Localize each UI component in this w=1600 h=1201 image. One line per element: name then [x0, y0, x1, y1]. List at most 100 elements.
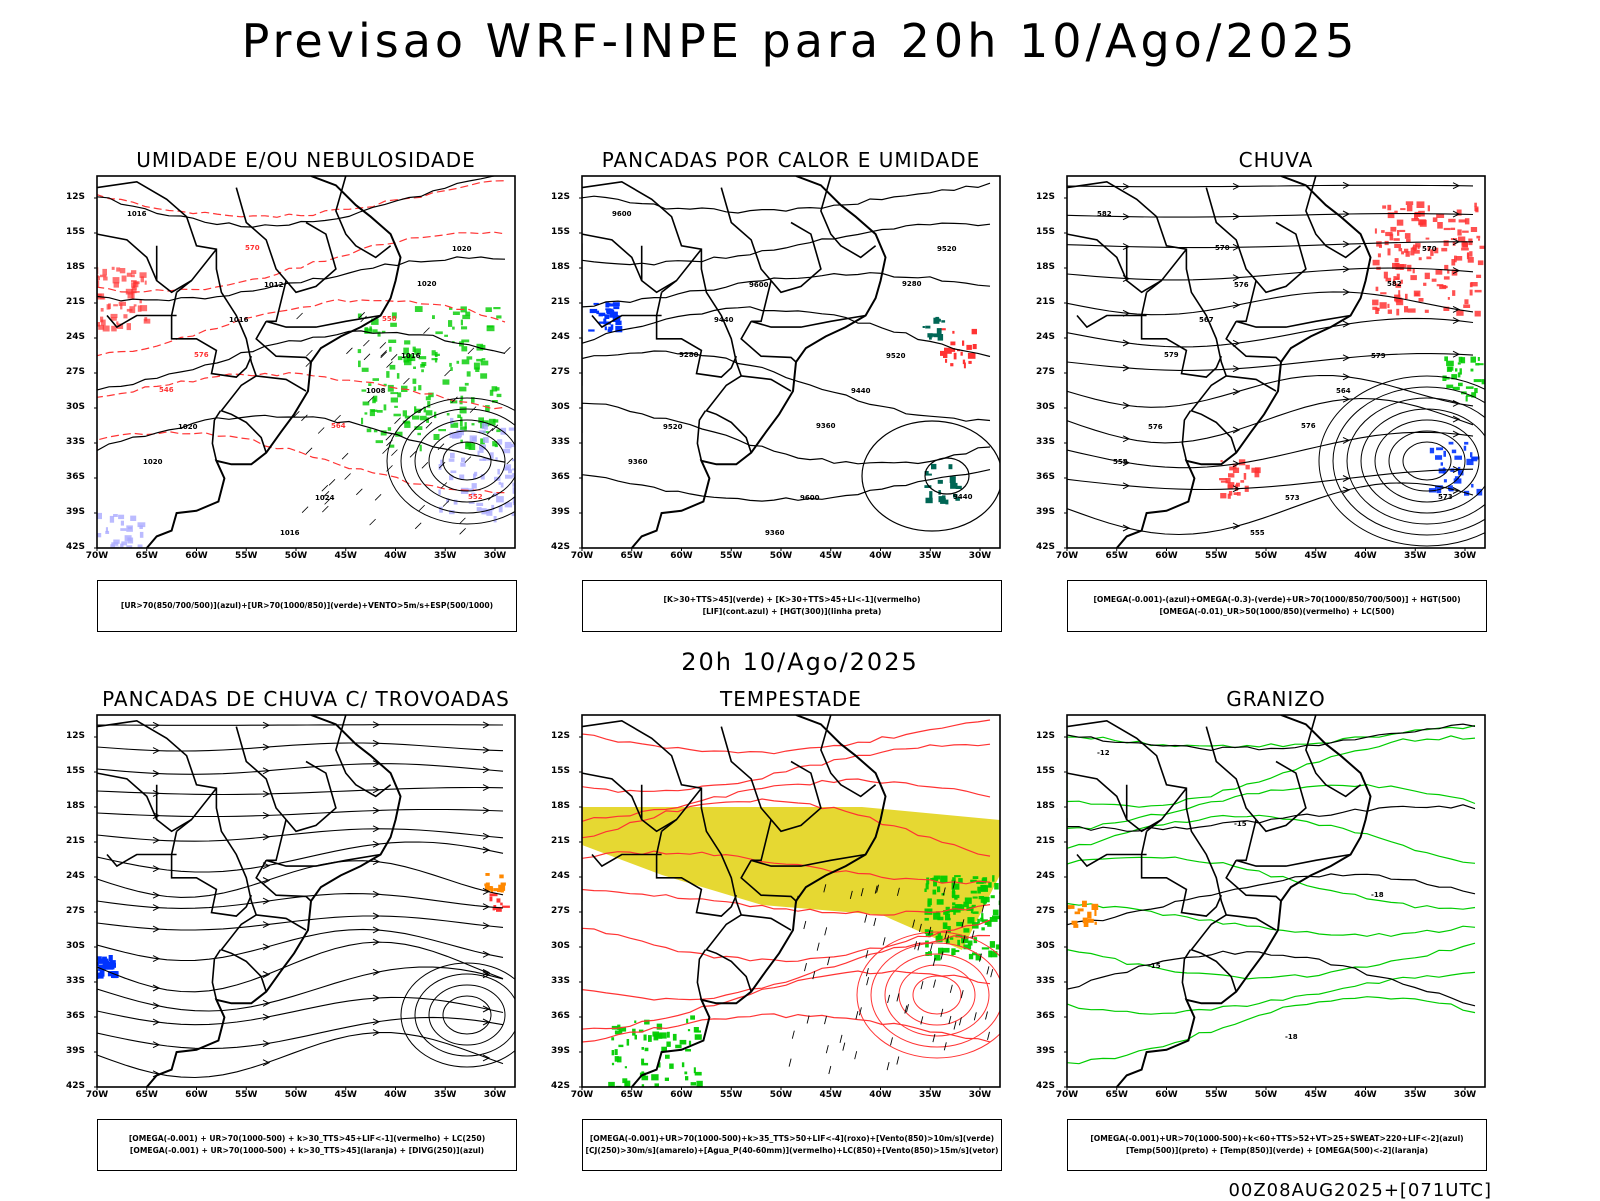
wind850-shade — [933, 880, 937, 887]
humidity-shade — [476, 507, 482, 511]
hgt500-streamline — [1067, 241, 1473, 249]
omega500-shade — [1094, 921, 1097, 925]
cyclone-contour — [386, 397, 515, 525]
hgt500-streamline — [1067, 184, 1474, 188]
lif-contour — [615, 325, 623, 333]
lc850-contour — [856, 931, 1000, 1059]
lif-contour — [598, 314, 604, 317]
rain-shade — [1455, 368, 1458, 372]
lat-label: 42S — [66, 1081, 86, 1091]
humidity-shade — [512, 496, 515, 503]
humidity-shade — [366, 428, 372, 433]
humidity-shade — [403, 347, 409, 355]
rain-shade — [1448, 441, 1454, 445]
rain-shade — [1457, 466, 1461, 474]
humidity-shade — [391, 312, 397, 319]
panel-legend: [OMEGA(-0.001) + UR>70(1000-500) + k>30_… — [97, 1119, 517, 1171]
panel-title: PANCADAS POR CALOR E UMIDADE — [601, 148, 981, 172]
rain-shade — [1438, 468, 1447, 474]
wind-vector — [421, 462, 429, 469]
humidity-shade — [390, 322, 397, 327]
wind-vector — [812, 970, 816, 980]
rain-shade — [1467, 257, 1474, 263]
rain-shade — [1387, 309, 1392, 314]
wind-vector — [382, 447, 389, 454]
state-border — [211, 410, 222, 461]
wind850-shade — [946, 940, 950, 945]
humidity-shade — [459, 419, 463, 427]
wind-vector — [363, 353, 371, 361]
streamline-arrow — [262, 943, 271, 951]
streamline-arrow — [1232, 522, 1241, 530]
state-border — [265, 819, 381, 867]
rain-shade — [1470, 227, 1478, 232]
rain-shade — [1410, 250, 1415, 256]
lon-label: 50W — [284, 551, 308, 561]
instability-shade — [925, 325, 931, 329]
hgt500-streamline — [1067, 317, 1474, 348]
wind-vector — [467, 347, 475, 355]
state-border — [265, 280, 381, 328]
rain-shade — [1474, 202, 1477, 208]
wind-vector — [386, 465, 393, 472]
wind850-shade — [971, 904, 976, 908]
wind-vector — [803, 920, 807, 930]
lat-label: 39S — [1036, 1046, 1056, 1056]
humidity-shade — [452, 326, 455, 330]
lif-contour — [612, 302, 620, 307]
humidity-shade — [115, 553, 121, 557]
wind850-shade — [694, 1071, 702, 1076]
wind850-shade — [990, 951, 998, 958]
state-border — [750, 280, 866, 328]
humidity-shade — [489, 389, 494, 396]
lif-contour — [593, 302, 599, 305]
humidity-shade — [364, 327, 369, 334]
wind-vector — [962, 935, 966, 944]
humidity-shade — [512, 468, 515, 471]
wind-vector — [865, 968, 869, 977]
lc250-streamline — [97, 724, 504, 726]
wind-vector — [887, 994, 891, 1004]
rain-shade — [1404, 233, 1411, 239]
humidity-shade — [412, 415, 420, 420]
streamline-arrow — [1122, 482, 1131, 490]
streamline-arrow — [372, 1029, 381, 1037]
contour-label: 570 — [245, 244, 260, 252]
wind850-shade — [926, 877, 930, 885]
convection-shade — [502, 905, 510, 908]
instability-shade — [925, 473, 932, 476]
divergence-shade — [97, 956, 102, 961]
wind-vector — [842, 1042, 846, 1051]
legend-line: [UR>70(850/700/500)](azul)+[UR>70(1000/8… — [120, 601, 494, 610]
wind-vector — [906, 1004, 909, 1013]
convection-shade — [499, 874, 504, 879]
thickness-shade — [131, 270, 137, 274]
humidity-shade — [493, 307, 501, 310]
wind850-shade — [952, 902, 956, 906]
rain-shade — [1452, 290, 1456, 296]
hgt500-contour — [1402, 441, 1452, 481]
wind-vector — [882, 937, 886, 946]
humidity-shade — [119, 556, 122, 559]
streamline-arrow — [1342, 240, 1351, 248]
wind850-shade — [685, 1076, 689, 1081]
wind850-shade — [679, 1039, 687, 1045]
streamline-arrow — [372, 938, 381, 946]
humidity-shade — [418, 356, 427, 360]
streamline-arrow — [1122, 364, 1131, 372]
wind850-shade — [981, 913, 984, 919]
contour-label: 9520 — [663, 423, 683, 431]
thickness-shade — [111, 325, 117, 332]
humidity-shade — [137, 544, 143, 548]
pressure-contour — [97, 414, 506, 463]
lon-label: 45W — [819, 1090, 842, 1100]
lif-contour — [604, 326, 607, 331]
instability-shade — [960, 351, 963, 356]
rain-shade — [1476, 274, 1482, 278]
wind-vector — [839, 1034, 843, 1044]
lc250-contour — [400, 962, 515, 1068]
contour-label: 1020 — [143, 458, 163, 466]
wind850-shade — [954, 897, 958, 900]
wind-vector — [506, 457, 514, 465]
lat-label: 24S — [1036, 871, 1056, 881]
